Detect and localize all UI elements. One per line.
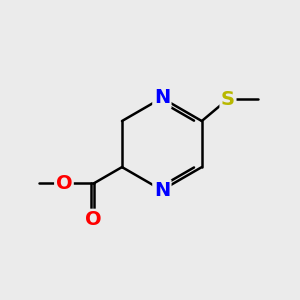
Text: N: N: [154, 181, 170, 200]
Text: O: O: [85, 210, 102, 229]
Text: S: S: [221, 89, 235, 109]
Text: O: O: [56, 174, 72, 193]
Text: N: N: [154, 88, 170, 107]
